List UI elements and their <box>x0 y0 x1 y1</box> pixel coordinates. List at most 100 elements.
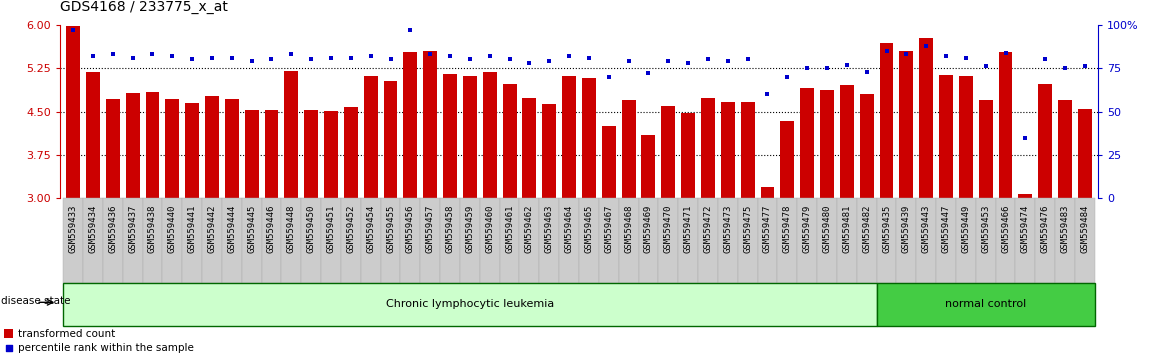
Bar <box>936 198 957 283</box>
Text: GSM559471: GSM559471 <box>683 205 692 253</box>
Bar <box>522 98 536 198</box>
Bar <box>602 126 616 198</box>
Bar <box>542 104 556 198</box>
Text: GSM559445: GSM559445 <box>247 205 256 253</box>
Bar <box>324 111 338 198</box>
Point <box>242 58 261 64</box>
Bar <box>638 198 659 283</box>
Bar <box>900 51 914 198</box>
Bar <box>1018 194 1032 198</box>
Point <box>798 65 816 71</box>
Point <box>103 51 122 57</box>
Bar <box>738 198 757 283</box>
Text: GSM559449: GSM559449 <box>961 205 970 253</box>
Text: GSM559464: GSM559464 <box>565 205 573 253</box>
Bar <box>757 198 777 283</box>
Point <box>361 53 380 59</box>
Point <box>818 65 836 71</box>
Text: GSM559479: GSM559479 <box>802 205 812 253</box>
Bar <box>1055 198 1075 283</box>
Text: GSM559465: GSM559465 <box>585 205 593 253</box>
Point <box>1036 57 1055 62</box>
Bar <box>222 198 242 283</box>
Point <box>144 51 162 57</box>
Bar <box>800 88 814 198</box>
Bar <box>64 198 83 283</box>
Point <box>302 57 321 62</box>
Text: GSM559462: GSM559462 <box>525 205 534 253</box>
Point <box>163 53 182 59</box>
Point <box>957 55 975 61</box>
Point <box>183 57 201 62</box>
Point <box>283 51 301 57</box>
Text: GSM559477: GSM559477 <box>763 205 772 253</box>
Text: GSM559472: GSM559472 <box>703 205 712 253</box>
Text: GSM559484: GSM559484 <box>1080 205 1090 253</box>
Bar <box>599 198 618 283</box>
Bar <box>877 283 1094 326</box>
Bar <box>424 51 438 198</box>
Point <box>500 57 519 62</box>
Point <box>262 57 280 62</box>
Point <box>124 55 142 61</box>
Bar <box>1039 84 1053 198</box>
Text: GSM559447: GSM559447 <box>941 205 951 253</box>
Text: GSM559444: GSM559444 <box>227 205 236 253</box>
Point <box>441 53 460 59</box>
Bar <box>401 198 420 283</box>
Bar <box>562 76 576 198</box>
Point <box>837 62 856 68</box>
Text: GSM559438: GSM559438 <box>148 205 157 253</box>
Bar <box>205 96 219 198</box>
Text: GSM559480: GSM559480 <box>822 205 831 253</box>
Bar <box>777 198 797 283</box>
Point <box>659 58 677 64</box>
Bar <box>896 198 916 283</box>
Point <box>274 280 293 286</box>
Text: GSM559455: GSM559455 <box>386 205 395 253</box>
Point <box>778 74 797 80</box>
Bar <box>559 198 579 283</box>
Text: GSM559439: GSM559439 <box>902 205 911 253</box>
Bar <box>305 110 318 198</box>
Point <box>461 57 479 62</box>
Point <box>996 50 1014 55</box>
Bar <box>957 198 976 283</box>
Point <box>937 53 955 59</box>
Point <box>620 58 638 64</box>
Bar <box>83 198 103 283</box>
Bar <box>622 100 636 198</box>
Text: GSM559473: GSM559473 <box>724 205 732 253</box>
Bar <box>780 121 794 198</box>
Point <box>559 53 578 59</box>
Text: GSM559467: GSM559467 <box>604 205 614 253</box>
Bar <box>86 72 100 198</box>
Bar <box>479 198 499 283</box>
Bar <box>720 102 734 198</box>
Text: percentile rank within the sample: percentile rank within the sample <box>19 343 195 353</box>
Text: GSM559448: GSM559448 <box>287 205 295 253</box>
Point <box>1056 65 1075 71</box>
Point <box>342 55 360 61</box>
Text: GSM559441: GSM559441 <box>188 205 197 253</box>
Bar <box>998 52 1012 198</box>
Point <box>679 60 697 66</box>
Bar <box>679 198 698 283</box>
Text: GSM559474: GSM559474 <box>1021 205 1029 253</box>
Text: GSM559454: GSM559454 <box>366 205 375 253</box>
Bar <box>741 102 755 198</box>
Point <box>520 60 538 66</box>
Bar <box>916 198 936 283</box>
Bar <box>321 198 340 283</box>
Text: GSM559461: GSM559461 <box>505 205 514 253</box>
Bar <box>503 84 516 198</box>
Bar <box>162 198 182 283</box>
Bar <box>1078 109 1092 198</box>
Bar <box>797 198 818 283</box>
Point <box>1016 135 1034 140</box>
Bar <box>444 74 457 198</box>
Bar <box>761 187 775 198</box>
Point <box>976 64 995 69</box>
Bar <box>285 71 299 198</box>
Text: Chronic lymphocytic leukemia: Chronic lymphocytic leukemia <box>386 299 554 309</box>
